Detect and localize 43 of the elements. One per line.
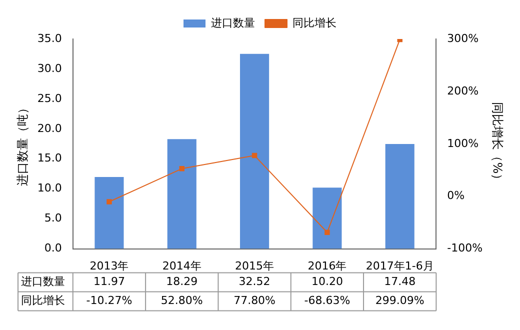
data-label: 18.29 xyxy=(166,275,198,288)
bar xyxy=(385,144,414,249)
y-tick-label: 15.0 xyxy=(37,152,62,165)
x-tick-label: 2016年 xyxy=(308,259,347,272)
x-tick-label: 2013年 xyxy=(90,259,129,272)
data-label: -10.27% xyxy=(86,294,132,308)
bar xyxy=(94,177,124,249)
text: 进口数量 xyxy=(21,275,65,288)
y2-tick-label: 0% xyxy=(447,189,465,202)
bar xyxy=(312,188,342,249)
y2-tick-label: 300% xyxy=(447,32,479,45)
data-label: -68.63% xyxy=(304,294,350,308)
y-tick-label: 35.0 xyxy=(37,32,62,45)
data-label: 10.20 xyxy=(311,275,343,288)
y-axis-title: 进口数量（吨） xyxy=(15,102,30,186)
point xyxy=(106,199,112,204)
text: 同比增长 xyxy=(21,294,65,308)
x-tick-label: 2014年 xyxy=(162,259,202,272)
y-tick-label: 25.0 xyxy=(37,92,62,105)
data-label: 17.48 xyxy=(384,275,416,288)
data-label: 77.80% xyxy=(234,294,276,308)
x-tick-label: 2017年1-6月 xyxy=(366,259,434,272)
bar xyxy=(167,139,196,249)
legend-label: 同比增长 xyxy=(292,16,336,30)
y-tick-label: 10.0 xyxy=(37,182,62,195)
legend-label: 进口数量 xyxy=(211,16,255,30)
y2-tick-label: 100% xyxy=(447,136,479,150)
bar xyxy=(240,54,270,249)
data-label: 52.80% xyxy=(160,294,203,308)
x-tick-label: 2015年 xyxy=(235,259,274,272)
y-tick-label: 5.0 xyxy=(44,212,62,225)
y2-axis-title: 同比增长（%） xyxy=(490,102,505,186)
data-label: 11.97 xyxy=(93,275,125,288)
point xyxy=(252,152,258,158)
data-label: 299.09% xyxy=(375,294,424,308)
point xyxy=(179,166,184,172)
point xyxy=(324,230,330,235)
data-label: 32.52 xyxy=(238,275,270,288)
y-tick-label: 30.0 xyxy=(37,62,62,75)
y2-tick-label: -100% xyxy=(447,242,483,255)
y-tick-label: 20.0 xyxy=(37,122,62,135)
y-tick-label: 0.0 xyxy=(44,242,62,255)
y2-tick-label: 200% xyxy=(447,84,479,98)
